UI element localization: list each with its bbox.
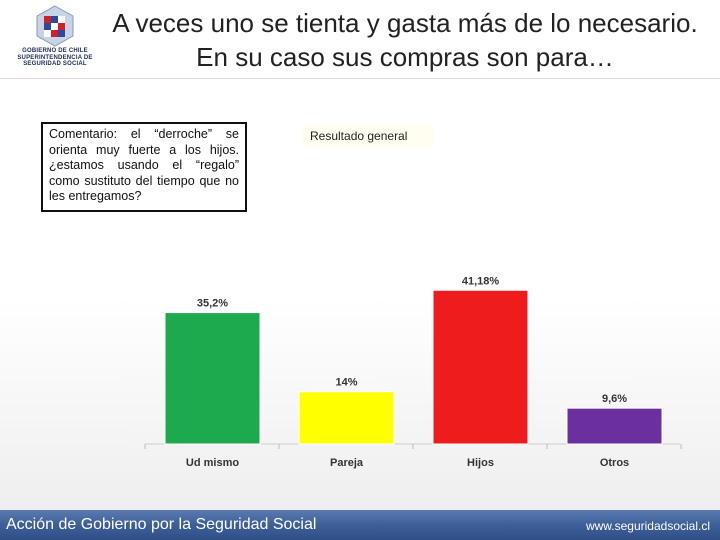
bar-hijos [432,289,529,445]
logo-line-3: SEGURIDAD SOCIAL [23,61,87,67]
comment-box: Comentario: el “derroche” se orienta muy… [41,122,247,212]
bar-value-label: 14% [335,377,357,389]
footer-website-link[interactable]: www.seguridadsocial.cl [585,519,710,533]
bar-value-label: 9,6% [602,393,627,405]
logo-line-2: SUPERINTENDENCIA DE [17,54,93,61]
logo: GOBIERNO DE CHILE SUPERINTENDENCIA DE SE… [8,4,102,76]
government-seal-icon [36,5,74,47]
bar-pareja [298,391,395,445]
logo-text: GOBIERNO DE CHILE SUPERINTENDENCIA DE SE… [8,48,102,68]
category-label: Ud mismo [186,457,239,469]
bar-value-label: 41,18% [462,275,500,287]
bar-ud-mismo [164,312,261,445]
footer-bar: Acción de Gobierno por la Seguridad Soci… [0,510,720,540]
slide-title: A veces uno se tienta y gasta más de lo … [112,8,698,72]
category-label: Otros [600,457,629,469]
footer-slogan: Acción de Gobierno por la Seguridad Soci… [6,516,317,533]
category-label: Hijos [467,457,494,469]
category-label: Pareja [330,457,364,469]
bar-value-label: 35,2% [197,298,228,310]
header-divider [0,78,720,79]
bar-otros [566,407,663,445]
chart-title: Resultado general [302,125,434,147]
logo-line-1: GOBIERNO DE CHILE [22,48,88,54]
